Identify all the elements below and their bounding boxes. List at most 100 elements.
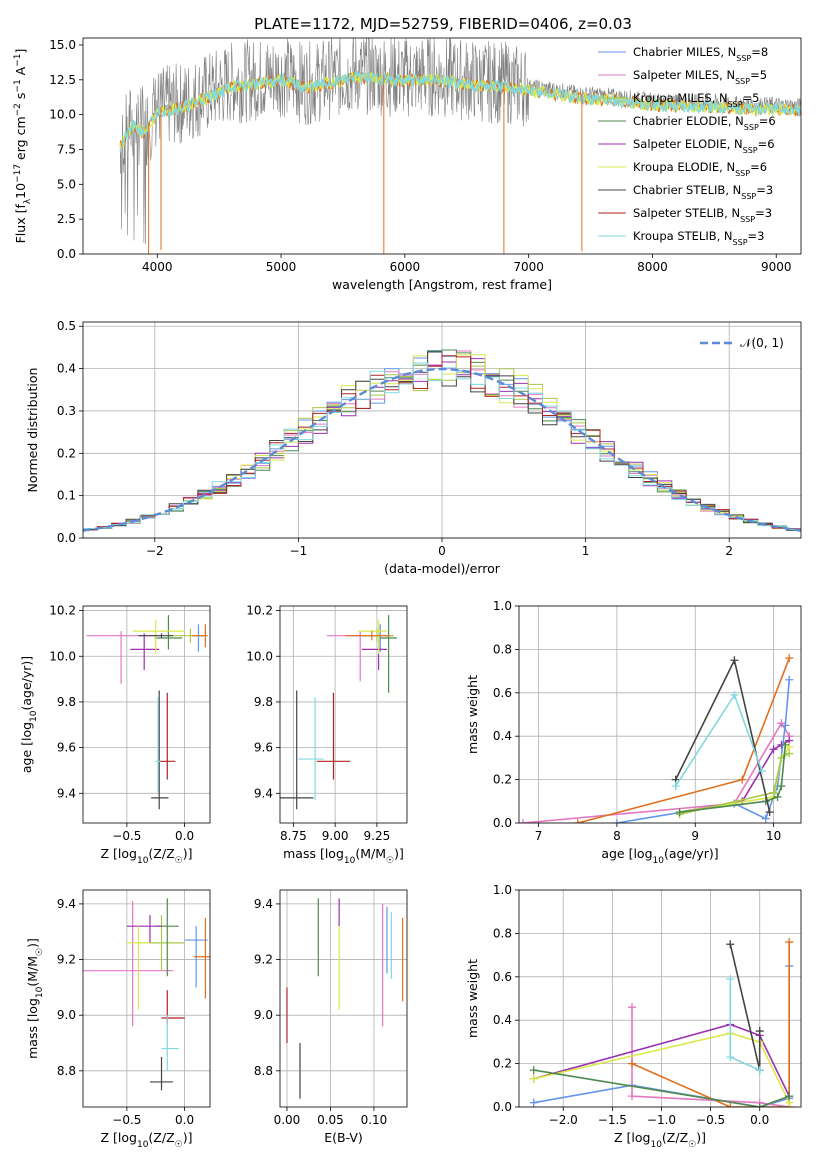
y-tick-label: 9.4 [57, 786, 76, 800]
mass-weight-marker [738, 775, 747, 784]
mass-weight-marker [627, 1092, 636, 1101]
axes-frame [279, 889, 408, 1108]
y-tick-label: 9.4 [254, 786, 273, 800]
y-tick-label: 0.0 [57, 531, 76, 545]
y-tick-label: 0.2 [493, 1057, 512, 1071]
legend-entry: Kroupa MILES, NSSP=5 [633, 91, 759, 109]
x-tick-label: 4000 [142, 260, 173, 274]
y-tick-label: 9.0 [57, 1008, 76, 1022]
mass-weight-marker [671, 782, 680, 791]
mass-weight-marker [730, 656, 739, 665]
y-tick-label: 10.2 [49, 604, 76, 618]
y-tick-label: 2.5 [57, 212, 76, 226]
y-tick-label: 8.8 [254, 1064, 273, 1078]
mass-weight-marker [675, 808, 684, 817]
mass-weight-marker [730, 690, 739, 699]
mass-weight-marker [726, 1103, 735, 1107]
x-tick-label: 9 [691, 829, 699, 843]
x-axis-label: mass [log10(M/M☉)] [283, 846, 404, 866]
mass-weight-marker [777, 782, 786, 791]
x-tick-label: −2.0 [549, 1113, 578, 1127]
y-tick-label: 0.0 [493, 816, 512, 830]
spectrum-legend: Chabrier MILES, NSSP=8 Salpeter MILES, NS… [598, 45, 776, 247]
mass-weight-marker [573, 819, 582, 823]
normal-distribution-curve [83, 367, 801, 532]
x-axis-label: age [log10(age/yr)] [601, 846, 718, 866]
mass-weight-series [675, 693, 763, 787]
y-tick-label: 0.2 [57, 446, 76, 460]
residual-histogram-panel: −2 −1 0 1 2 0.0 0.1 0.2 0.3 0.4 0.5 (data-model)/er… [25, 319, 802, 576]
x-tick-label: 7000 [513, 260, 544, 274]
x-axis-label: wavelength [Angstrom, rest frame] [332, 277, 552, 292]
mass-vs-metallicity-panel: −0.5 0.0 8.8 9.0 9.2 9.4 Z [log10(Z/Z☉)] mass [… [25, 889, 211, 1150]
x-tick-label: −0.5 [696, 1113, 725, 1127]
model-spectrum-line [119, 70, 801, 153]
y-tick-label: 8.8 [57, 1064, 76, 1078]
y-tick-label: 10.0 [49, 649, 76, 663]
model-spectrum-line [119, 71, 801, 151]
legend-entry: Salpeter ELODIE, NSSP=6 [633, 137, 775, 155]
x-tick-label: 5000 [266, 260, 297, 274]
x-tick-label: 9.00 [322, 829, 349, 843]
mass-weight-marker [785, 1092, 794, 1101]
mass-weight-marker [755, 1027, 764, 1036]
x-tick-label: 9.25 [364, 829, 391, 843]
x-tick-label: −1 [290, 544, 308, 558]
y-tick-label: 1.0 [493, 599, 512, 613]
mass-weight-series [577, 657, 791, 823]
y-tick-label: 10.0 [49, 108, 76, 122]
mass-weight-marker [726, 940, 735, 949]
mass-weight-marker [529, 1066, 538, 1075]
y-tick-label: 0.0 [493, 1100, 512, 1114]
x-tick-label: −1.5 [598, 1113, 627, 1127]
mass-vs-ebv-panel: 0.00 0.05 0.10 8.8 9.0 9.2 9.4 E(B-V) [254, 889, 408, 1145]
x-tick-label: 0.0 [175, 829, 194, 843]
mass-weight-marker [519, 819, 527, 823]
y-axis-label: mass weight [465, 675, 480, 754]
legend-entry: 𝒩(0, 1) [740, 336, 784, 350]
y-tick-label: 9.4 [57, 897, 76, 911]
y-axis-label: mass weight [465, 959, 480, 1038]
axes-frame [82, 889, 211, 1108]
y-tick-label: 9.4 [254, 897, 273, 911]
y-tick-label: 1.0 [493, 883, 512, 897]
y-tick-label: 0.1 [57, 489, 76, 503]
y-tick-label: 9.6 [57, 741, 76, 755]
mass-weight-series [631, 942, 790, 1107]
figure-title: PLATE=1172, MJD=52759, FIBERID=0406, z=0… [254, 15, 632, 33]
x-axis-label: (data-model)/error [384, 561, 501, 576]
x-tick-label: 10 [766, 829, 781, 843]
legend-entry: Kroupa ELODIE, NSSP=6 [633, 160, 767, 178]
mass-weight-marker [769, 745, 778, 754]
mass-weight-marker [757, 766, 766, 775]
x-tick-label: 8000 [637, 260, 668, 274]
mass-weight-marker [726, 974, 735, 983]
mass-weight-series [729, 944, 761, 1071]
x-tick-label: 0.0 [750, 1113, 769, 1127]
x-tick-label: 0.05 [317, 1113, 344, 1127]
mass-weight-marker [785, 654, 794, 663]
y-tick-label: 9.8 [57, 695, 76, 709]
legend-entry: Chabrier ELODIE, NSSP=6 [633, 114, 776, 132]
mass-weight-marker [627, 1003, 636, 1012]
spectrum-panel: 4000 5000 6000 7000 8000 9000 0.0 2.5 5.0 7.5 10.0… [13, 37, 802, 292]
x-tick-label: 9000 [761, 260, 792, 274]
y-tick-label: 0.6 [493, 686, 512, 700]
mass-weight-marker [529, 1098, 538, 1107]
x-tick-label: −1.0 [647, 1113, 676, 1127]
y-tick-label: 5.0 [57, 177, 76, 191]
mass-weight-series [533, 1023, 790, 1097]
x-tick-label: 2 [725, 544, 733, 558]
mass-weight-marker [755, 1103, 764, 1107]
x-tick-label: 8.75 [280, 829, 307, 843]
legend-entry: Salpeter STELIB, NSSP=3 [633, 206, 772, 224]
age-vs-mass-panel: 8.75 9.00 9.25 9.4 9.6 9.8 10.0 10.2 mass [log10… [246, 604, 408, 866]
x-tick-label: 8 [613, 829, 621, 843]
y-tick-label: 0.3 [57, 404, 76, 418]
x-tick-label: 0.0 [175, 1113, 194, 1127]
y-axis-label: mass [log10(M/M☉)] [25, 938, 45, 1059]
mass-weight-vs-age-panel: 7 8 9 10 0.0 0.2 0.4 0.6 0.8 1.0 age [log10(age/yr… [465, 599, 802, 866]
y-axis-label: Normed distribution [25, 368, 40, 493]
y-tick-label: 0.8 [493, 642, 512, 656]
y-axis-label: Flux [fλ10−17 erg cm−2 s−1 A−1] [13, 49, 33, 244]
